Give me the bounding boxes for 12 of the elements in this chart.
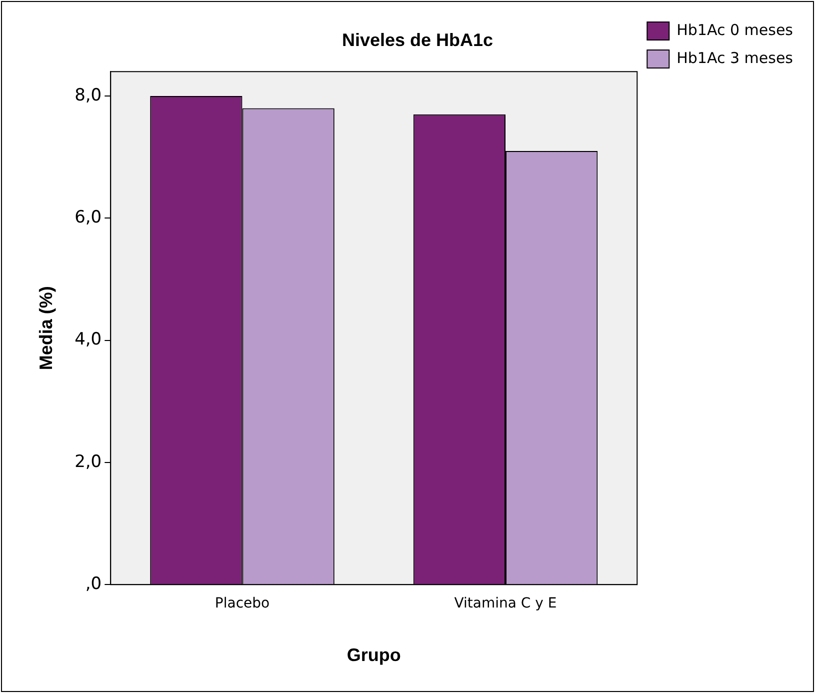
y-tick-label: ,0	[85, 574, 102, 594]
y-tick-label: 6,0	[74, 208, 102, 228]
legend-label: Hb1Ac 3 meses	[676, 48, 794, 67]
y-axis-title: Media (%)	[36, 286, 56, 370]
chart-title: Niveles de HbA1c	[342, 30, 494, 50]
y-tick-label: 4,0	[74, 330, 102, 350]
y-tick-label: 2,0	[74, 452, 102, 472]
x-axis-title: Grupo	[346, 645, 401, 666]
legend-label: Hb1Ac 0 meses	[676, 20, 794, 39]
y-tick-label: 8,0	[74, 85, 102, 106]
x-tick-label: Vitamina C y E	[454, 596, 557, 612]
x-tick-label: Placebo	[214, 596, 270, 612]
